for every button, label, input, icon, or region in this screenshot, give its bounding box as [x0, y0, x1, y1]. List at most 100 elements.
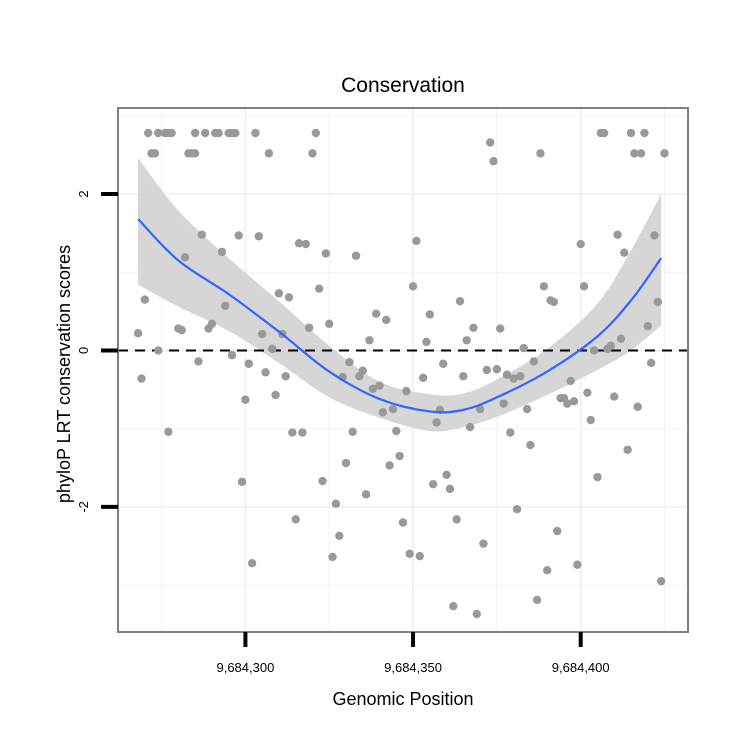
data-point — [626, 128, 636, 138]
trend-line — [137, 218, 663, 414]
data-point — [244, 359, 253, 368]
data-point — [522, 404, 532, 414]
data-point — [509, 374, 518, 383]
data-point — [479, 539, 488, 548]
confidence-band — [138, 158, 662, 432]
data-point — [640, 128, 649, 138]
data-point — [274, 289, 284, 298]
data-point — [221, 301, 230, 311]
data-point — [586, 415, 595, 425]
data-point — [593, 472, 602, 482]
data-point — [452, 515, 461, 524]
data-point — [623, 445, 632, 454]
data-point — [234, 231, 243, 240]
data-point — [301, 239, 310, 249]
data-point — [345, 357, 354, 367]
data-point — [395, 451, 404, 461]
data-point — [422, 337, 431, 347]
data-point — [281, 372, 290, 381]
data-point — [288, 428, 297, 437]
data-point — [325, 319, 334, 329]
x-axis-ticks: 9,684,300 9,684,350 9,684,400 — [216, 632, 610, 675]
data-point — [382, 315, 391, 325]
data-point — [502, 370, 512, 379]
data-point — [304, 323, 314, 332]
data-point — [402, 386, 411, 396]
data-point — [294, 239, 304, 248]
data-point — [660, 149, 669, 158]
data-point — [261, 368, 270, 377]
data-point — [506, 428, 515, 437]
data-point — [378, 408, 388, 417]
data-point — [573, 560, 582, 569]
data-point — [620, 248, 629, 257]
data-point — [137, 374, 146, 383]
data-point — [361, 490, 371, 499]
data-point — [405, 549, 414, 558]
data-point — [358, 366, 367, 375]
data-point — [348, 427, 357, 436]
data-point — [485, 138, 495, 147]
data-point — [227, 350, 237, 360]
data-point — [392, 426, 401, 436]
data-point — [636, 149, 646, 158]
data-point — [532, 595, 542, 605]
data-point — [613, 230, 622, 239]
data-point — [214, 128, 223, 138]
data-point — [589, 346, 599, 355]
data-point — [449, 601, 458, 611]
data-point — [472, 609, 481, 619]
data-point — [439, 359, 448, 368]
data-point — [257, 329, 267, 339]
data-point — [143, 128, 153, 138]
data-point — [512, 505, 522, 514]
data-point — [368, 384, 378, 393]
data-point — [375, 381, 384, 390]
data-point — [247, 558, 257, 568]
data-point — [335, 531, 344, 541]
data-point — [579, 282, 589, 291]
data-point — [254, 232, 264, 241]
data-point — [465, 422, 475, 432]
y-axis-title: phyloP LRT conservation scores — [54, 245, 74, 503]
data-point — [133, 329, 143, 338]
data-point — [496, 324, 505, 333]
data-point — [499, 399, 508, 408]
data-point — [308, 149, 317, 158]
data-point — [177, 325, 186, 335]
data-point — [268, 344, 277, 354]
data-point — [167, 128, 176, 138]
x-tick-label: 9,684,300 — [216, 660, 274, 675]
data-point — [231, 128, 240, 138]
data-point — [284, 293, 294, 302]
data-point — [190, 149, 200, 158]
data-point — [154, 346, 163, 355]
data-point — [237, 477, 247, 487]
data-point — [489, 156, 498, 166]
data-point — [314, 284, 324, 293]
data-point — [653, 297, 663, 307]
data-point — [385, 461, 394, 470]
data-point — [207, 319, 217, 329]
data-point — [576, 239, 585, 249]
data-point — [445, 484, 455, 494]
data-point — [599, 128, 609, 138]
data-point — [469, 323, 478, 332]
data-point — [516, 372, 525, 381]
data-point — [442, 470, 451, 479]
data-point — [656, 576, 666, 586]
data-point — [542, 566, 552, 575]
data-point — [432, 418, 441, 427]
data-point — [328, 552, 337, 562]
data-point — [569, 397, 579, 406]
data-point — [197, 230, 207, 239]
data-point — [563, 399, 572, 408]
data-point — [549, 297, 559, 307]
data-point — [154, 128, 163, 138]
y-tick-label: 2 — [76, 190, 91, 197]
data-point — [291, 515, 300, 524]
chart-title: Conservation — [341, 74, 465, 97]
data-point — [412, 236, 421, 246]
plot-panel-border — [117, 107, 689, 633]
